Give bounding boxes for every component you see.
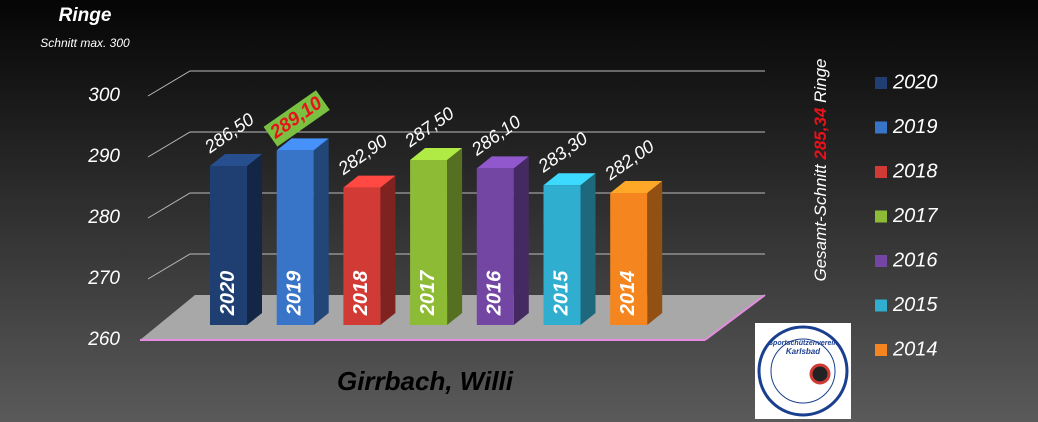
y-tick-label: 280 <box>87 207 120 228</box>
bar-category-label: 2016 <box>484 270 506 316</box>
legend-swatch <box>875 166 887 178</box>
bar-side <box>447 148 462 325</box>
legend-swatch <box>875 211 887 223</box>
bar-side <box>247 154 262 325</box>
annotation-part: 285,34 <box>811 107 830 161</box>
annotation-part: Gesamt-Schnitt <box>811 160 830 282</box>
bar-side <box>514 156 529 325</box>
bar-category-label: 2019 <box>283 270 305 316</box>
bar-category-label: 2020 <box>217 271 239 317</box>
legend-swatch <box>875 122 887 134</box>
logo-text: Karlsbad <box>786 347 821 356</box>
legend-swatch <box>875 77 887 89</box>
legend-label: 2020 <box>892 71 938 93</box>
logo: Sportschützenverein Karlsbad <box>755 323 851 419</box>
logo-target <box>811 365 829 383</box>
legend-swatch <box>875 300 887 312</box>
bar-category-label: 2015 <box>550 270 572 316</box>
annotation: Gesamt-Schnitt 285,34 Ringe <box>811 58 830 281</box>
bar-side <box>647 181 662 325</box>
bar-category-label: 2018 <box>350 270 372 316</box>
annotation-part: Ringe <box>811 58 830 107</box>
legend-label: 2018 <box>892 160 938 182</box>
bar-side <box>314 138 329 325</box>
y-tick-label: 290 <box>87 146 120 167</box>
chart: Ringe Schnitt max. 300 Girrbach, Willi G… <box>0 0 1038 422</box>
y-label: Ringe <box>59 5 112 26</box>
bar-side <box>581 173 596 325</box>
footer: Girrbach, Willi <box>337 366 514 396</box>
bar-category-label: 2017 <box>417 270 439 316</box>
legend-label: 2015 <box>892 294 938 316</box>
legend-swatch <box>875 344 887 356</box>
y-tick-label: 260 <box>87 329 120 350</box>
legend-label: 2016 <box>892 249 938 271</box>
y-tick-label: 270 <box>87 268 120 289</box>
legend-swatch <box>875 255 887 267</box>
legend-label: 2014 <box>892 338 938 360</box>
logo-text: Sportschützenverein <box>768 340 837 347</box>
bar-category-label: 2014 <box>617 271 639 317</box>
bar-side <box>380 176 395 325</box>
legend-label: 2019 <box>892 116 938 138</box>
y-sublabel: Schnitt max. 300 <box>40 36 130 50</box>
y-tick-label: 300 <box>88 85 120 106</box>
legend-label: 2017 <box>892 205 938 227</box>
